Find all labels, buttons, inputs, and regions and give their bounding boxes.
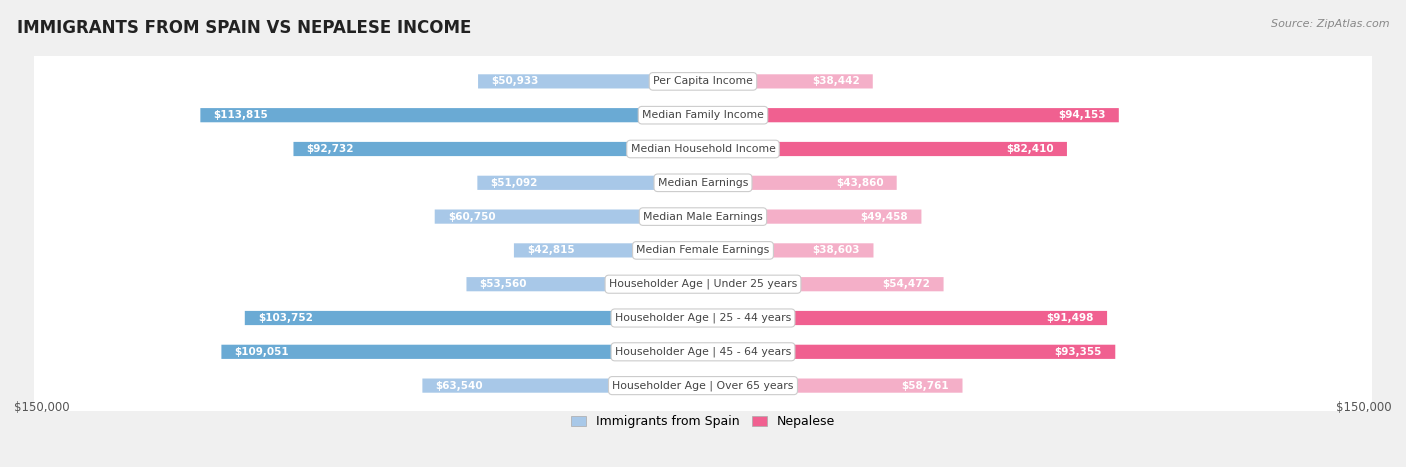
FancyBboxPatch shape: [703, 379, 963, 393]
Text: Source: ZipAtlas.com: Source: ZipAtlas.com: [1271, 19, 1389, 28]
FancyBboxPatch shape: [221, 345, 703, 359]
FancyBboxPatch shape: [478, 74, 703, 88]
Text: Median Female Earnings: Median Female Earnings: [637, 245, 769, 255]
FancyBboxPatch shape: [34, 0, 1372, 467]
FancyBboxPatch shape: [34, 0, 1372, 467]
FancyBboxPatch shape: [515, 243, 703, 257]
Text: $113,815: $113,815: [214, 110, 269, 120]
FancyBboxPatch shape: [34, 0, 1372, 467]
FancyBboxPatch shape: [34, 0, 1372, 467]
FancyBboxPatch shape: [703, 210, 921, 224]
FancyBboxPatch shape: [245, 311, 703, 325]
Text: $58,761: $58,761: [901, 381, 949, 390]
FancyBboxPatch shape: [201, 108, 703, 122]
Text: $54,472: $54,472: [883, 279, 931, 289]
Text: $49,458: $49,458: [860, 212, 908, 222]
FancyBboxPatch shape: [467, 277, 703, 291]
Text: $91,498: $91,498: [1046, 313, 1094, 323]
FancyBboxPatch shape: [34, 0, 1372, 467]
Text: $63,540: $63,540: [436, 381, 484, 390]
Text: $94,153: $94,153: [1059, 110, 1105, 120]
Text: Householder Age | 45 - 64 years: Householder Age | 45 - 64 years: [614, 347, 792, 357]
Text: $60,750: $60,750: [449, 212, 495, 222]
Text: Householder Age | 25 - 44 years: Householder Age | 25 - 44 years: [614, 313, 792, 323]
FancyBboxPatch shape: [34, 0, 1372, 467]
Text: Median Earnings: Median Earnings: [658, 178, 748, 188]
FancyBboxPatch shape: [703, 311, 1107, 325]
Text: $51,092: $51,092: [491, 178, 538, 188]
Text: $93,355: $93,355: [1054, 347, 1102, 357]
FancyBboxPatch shape: [703, 277, 943, 291]
Text: Median Family Income: Median Family Income: [643, 110, 763, 120]
Text: $43,860: $43,860: [835, 178, 883, 188]
Text: $50,933: $50,933: [491, 77, 538, 86]
Text: Householder Age | Under 25 years: Householder Age | Under 25 years: [609, 279, 797, 290]
FancyBboxPatch shape: [703, 142, 1067, 156]
FancyBboxPatch shape: [434, 210, 703, 224]
Text: Median Male Earnings: Median Male Earnings: [643, 212, 763, 222]
FancyBboxPatch shape: [703, 74, 873, 88]
Text: Median Household Income: Median Household Income: [630, 144, 776, 154]
Text: Householder Age | Over 65 years: Householder Age | Over 65 years: [612, 380, 794, 391]
FancyBboxPatch shape: [34, 0, 1372, 467]
FancyBboxPatch shape: [703, 345, 1115, 359]
Legend: Immigrants from Spain, Nepalese: Immigrants from Spain, Nepalese: [565, 410, 841, 433]
FancyBboxPatch shape: [703, 243, 873, 257]
Text: $150,000: $150,000: [1336, 401, 1392, 414]
FancyBboxPatch shape: [422, 379, 703, 393]
Text: $109,051: $109,051: [235, 347, 290, 357]
FancyBboxPatch shape: [703, 108, 1119, 122]
Text: $103,752: $103,752: [259, 313, 314, 323]
Text: $38,442: $38,442: [811, 77, 859, 86]
Text: $150,000: $150,000: [14, 401, 70, 414]
Text: $82,410: $82,410: [1007, 144, 1053, 154]
FancyBboxPatch shape: [34, 0, 1372, 467]
Text: Per Capita Income: Per Capita Income: [652, 77, 754, 86]
Text: $42,815: $42,815: [527, 245, 575, 255]
FancyBboxPatch shape: [478, 176, 703, 190]
Text: IMMIGRANTS FROM SPAIN VS NEPALESE INCOME: IMMIGRANTS FROM SPAIN VS NEPALESE INCOME: [17, 19, 471, 37]
Text: $38,603: $38,603: [813, 245, 860, 255]
FancyBboxPatch shape: [294, 142, 703, 156]
FancyBboxPatch shape: [34, 0, 1372, 467]
Text: $92,732: $92,732: [307, 144, 354, 154]
FancyBboxPatch shape: [703, 176, 897, 190]
Text: $53,560: $53,560: [479, 279, 527, 289]
FancyBboxPatch shape: [34, 0, 1372, 467]
